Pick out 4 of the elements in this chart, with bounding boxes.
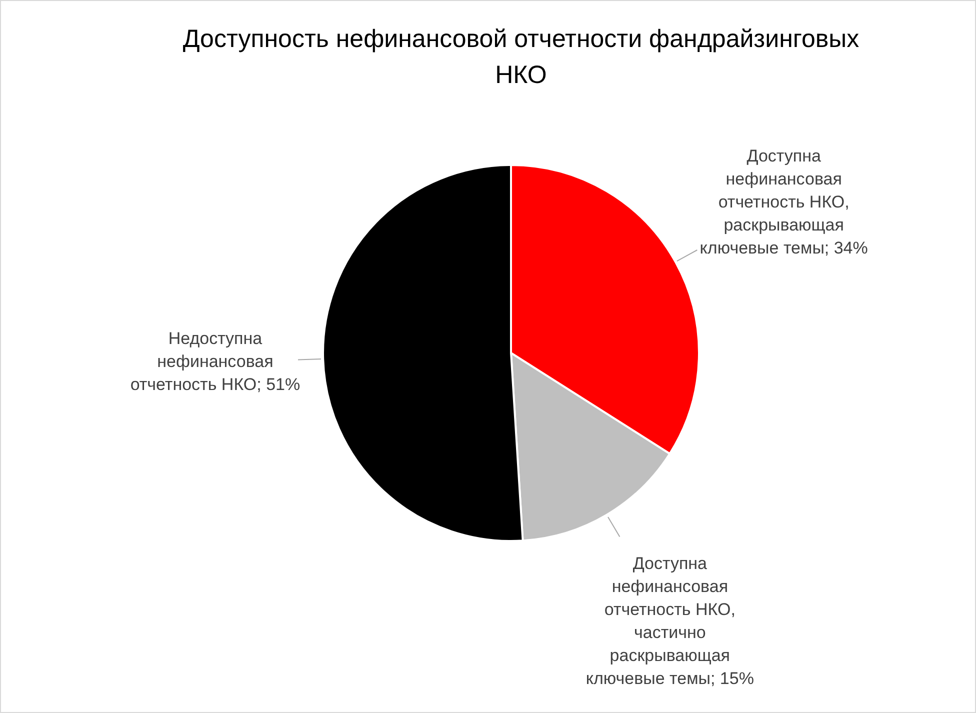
- slice-label: Доступна нефинансовая отчетность НКО, частично раскрывающая ключевые темы; 15%: [586, 554, 754, 688]
- slice-label: Доступна нефинансовая отчетность НКО, раскрывающая ключевые темы; 34%: [700, 146, 868, 258]
- chart-title: Доступность нефинансовой отчетности фандрайзинговых НКО: [182, 24, 860, 91]
- slice-label: Недоступна нефинансовая отчетность НКО; 51%: [130, 328, 300, 394]
